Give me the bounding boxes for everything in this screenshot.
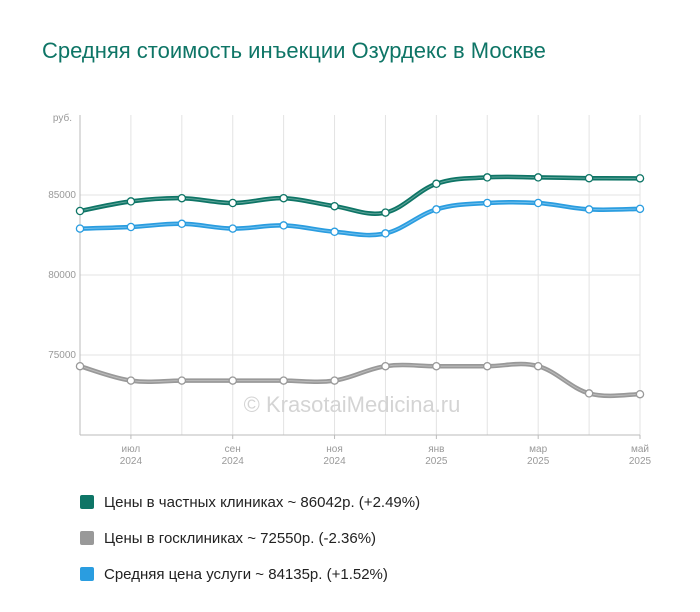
data-point [228, 376, 237, 385]
line-chart: 750008000085000июл2024сен2024ноя2024янв2… [48, 112, 652, 467]
series-line-highlight-0 [79, 176, 641, 215]
data-point [228, 198, 237, 208]
legend-swatch [80, 567, 94, 581]
data-point [177, 376, 187, 385]
data-point [483, 361, 492, 371]
data-point [381, 208, 390, 217]
data-point [75, 224, 85, 233]
data-point [584, 173, 594, 183]
x-tick-month: мар [529, 444, 547, 455]
data-point [635, 389, 645, 399]
data-point [279, 376, 288, 385]
legend-swatch [80, 495, 94, 509]
series-line-highlight-1 [79, 363, 641, 397]
data-point [533, 198, 543, 208]
axes: 750008000085000июл2024сен2024ноя2024янв2… [48, 115, 652, 467]
x-tick-month: сен [225, 444, 241, 455]
series-line-1 [77, 361, 643, 399]
data-point [432, 361, 441, 371]
y-tick-label: 80000 [48, 270, 76, 281]
data-point [381, 361, 390, 371]
data-point [635, 204, 645, 214]
x-tick-month: май [631, 444, 649, 455]
data-point [533, 173, 543, 182]
data-point [126, 222, 136, 232]
data-point [279, 221, 288, 230]
data-point [584, 389, 594, 398]
data-point [584, 205, 594, 214]
x-tick-year: 2025 [629, 456, 652, 467]
x-tick-month: июл [122, 444, 141, 455]
x-tick-year: 2024 [323, 456, 346, 467]
data-point [279, 193, 288, 203]
x-tick-month: янв [428, 444, 444, 455]
x-tick-year: 2024 [222, 456, 245, 467]
legend-label: Средняя цена услуги ~ 84135р. (+1.52%) [104, 565, 388, 583]
legend-label: Цены в госклиниках ~ 72550р. (-2.36%) [104, 529, 377, 547]
watermark: © KrasotaiMedicina.ru [244, 392, 461, 417]
legend-item-public[interactable]: Цены в госклиниках ~ 72550р. (-2.36%) [80, 520, 420, 556]
data-point [126, 376, 136, 385]
y-tick-label: 85000 [48, 190, 76, 201]
x-tick-month: ноя [326, 444, 343, 455]
legend-item-average[interactable]: Средняя цена услуги ~ 84135р. (+1.52%) [80, 556, 420, 592]
data-point [381, 229, 390, 238]
legend-item-private[interactable]: Цены в частных клиниках ~ 86042р. (+2.49… [80, 484, 420, 520]
data-point [330, 376, 339, 385]
data-point [432, 205, 441, 214]
data-point [483, 198, 492, 208]
y-unit-label: руб. [53, 112, 72, 124]
x-tick-year: 2024 [120, 456, 143, 467]
data-point [177, 193, 187, 203]
series-line-2 [77, 199, 643, 238]
legend-swatch [80, 531, 94, 545]
data-point [635, 174, 645, 183]
data-point [228, 224, 237, 233]
data-point [177, 219, 187, 229]
data-point [75, 361, 85, 371]
y-tick-label: 75000 [48, 350, 76, 361]
x-tick-year: 2025 [527, 456, 550, 467]
grid [79, 115, 641, 435]
series-line-highlight-2 [79, 201, 641, 236]
chart-title: Средняя стоимость инъекции Озурдекс в Мо… [42, 38, 546, 63]
data-point [533, 361, 543, 371]
data-point [75, 206, 85, 216]
x-tick-year: 2025 [425, 456, 448, 467]
legend: Цены в частных клиниках ~ 86042р. (+2.49… [80, 484, 420, 592]
data-point [483, 173, 492, 182]
series-line-0 [77, 174, 643, 216]
data-point [330, 227, 339, 237]
data-point [330, 201, 339, 211]
data-point [432, 179, 441, 189]
series-group [75, 173, 645, 399]
data-point [126, 197, 136, 206]
legend-label: Цены в частных клиниках ~ 86042р. (+2.49… [104, 493, 421, 511]
